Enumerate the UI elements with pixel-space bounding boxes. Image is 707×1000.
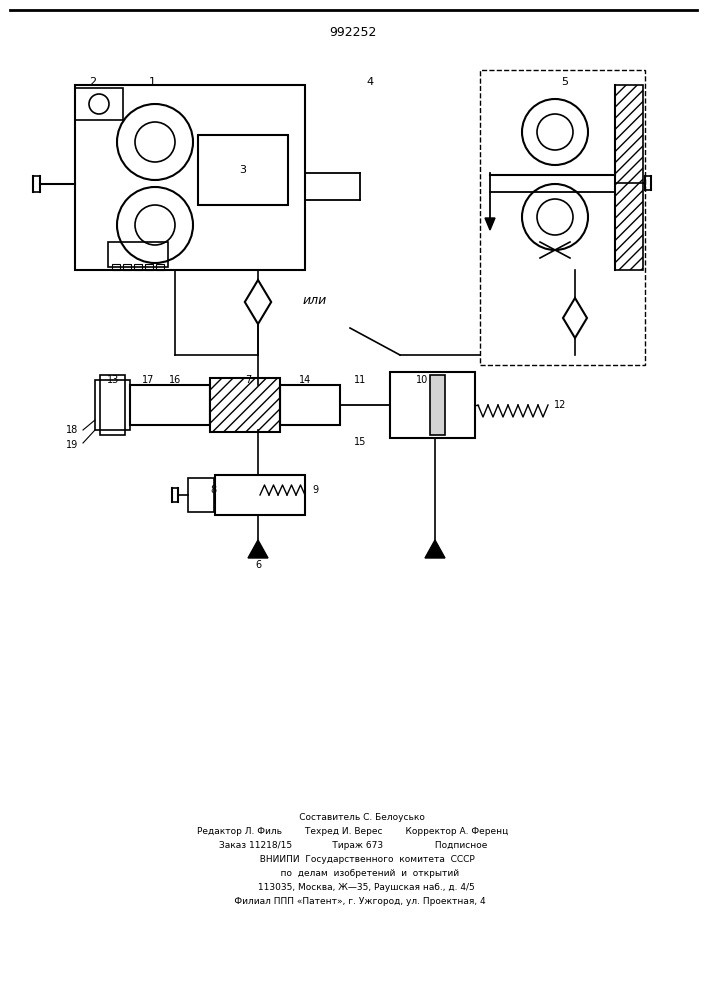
Bar [123, 264, 131, 270]
Text: 992252: 992252 [329, 25, 377, 38]
Bar [210, 378, 280, 432]
Bar [95, 380, 130, 430]
Bar [188, 478, 214, 512]
Bar [198, 135, 288, 205]
Text: 8: 8 [210, 485, 216, 495]
Bar [75, 88, 123, 120]
Bar [215, 475, 305, 515]
Text: Филиал ППП «Патент», г. Ужгород, ул. Проектная, 4: Филиал ППП «Патент», г. Ужгород, ул. Про… [220, 898, 486, 906]
Text: или: или [303, 294, 327, 306]
Text: 11: 11 [354, 375, 366, 385]
Text: Редактор Л. Филь        Техред И. Верес        Корректор А. Ференц: Редактор Л. Филь Техред И. Верес Коррект… [197, 828, 508, 836]
Text: Составитель С. Белоусько: Составитель С. Белоусько [281, 814, 424, 822]
Text: 2: 2 [90, 77, 97, 87]
Text: 113035, Москва, Ж—35, Раушская наб., д. 4/5: 113035, Москва, Ж—35, Раушская наб., д. … [232, 884, 474, 892]
Polygon shape [485, 218, 495, 230]
Text: 7: 7 [245, 375, 251, 385]
Text: ВНИИПИ  Государственного  комитета  СССР: ВНИИПИ Государственного комитета СССР [231, 856, 475, 864]
Text: 10: 10 [416, 375, 428, 385]
Text: 5: 5 [561, 77, 568, 87]
Text: 1: 1 [148, 77, 156, 87]
Bar [615, 85, 643, 270]
Bar [480, 70, 645, 365]
Bar [430, 375, 445, 435]
Bar [130, 385, 210, 425]
Text: Заказ 11218/15              Тираж 673                  Подписное: Заказ 11218/15 Тираж 673 Подписное [218, 842, 487, 850]
Polygon shape [248, 540, 268, 558]
Text: 4: 4 [366, 77, 373, 87]
Bar [100, 375, 125, 435]
Bar [75, 85, 305, 270]
Bar [280, 385, 340, 425]
Text: 9: 9 [312, 485, 318, 495]
Bar [145, 264, 153, 270]
Text: 3: 3 [240, 165, 247, 175]
Bar [108, 242, 168, 267]
Polygon shape [425, 540, 445, 558]
Bar [390, 372, 475, 438]
Text: 18: 18 [66, 425, 78, 435]
Text: 6: 6 [255, 560, 261, 570]
Text: 17: 17 [142, 375, 154, 385]
Bar [134, 264, 142, 270]
Text: 16: 16 [169, 375, 181, 385]
Bar [210, 378, 280, 432]
Text: 14: 14 [299, 375, 311, 385]
Text: 19: 19 [66, 440, 78, 450]
Text: 13: 13 [107, 375, 119, 385]
Text: 12: 12 [554, 400, 566, 410]
Bar [156, 264, 164, 270]
Text: 15: 15 [354, 437, 366, 447]
Bar [112, 264, 120, 270]
Text: по  делам  изобретений  и  открытий: по делам изобретений и открытий [247, 869, 460, 879]
